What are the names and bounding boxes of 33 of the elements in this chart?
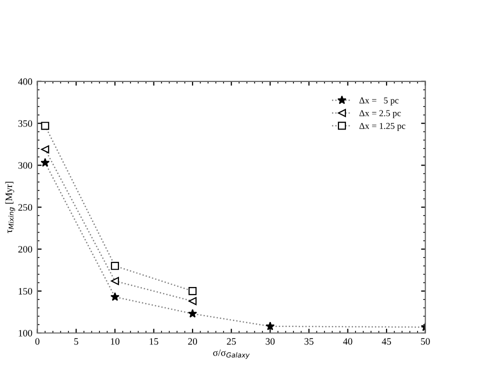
x-tick-label: 0 [35,338,40,345]
y-tick-label: 400 [18,78,32,85]
point [41,145,50,154]
point [110,262,119,270]
point [188,308,198,318]
x-tick-label: 15 [150,338,158,345]
point [110,276,119,286]
x-tick-label: 5 [74,338,78,345]
x-tick-label: 35 [304,338,314,345]
y-tick-label: 100 [18,330,32,336]
y-axis-title: τ$_{Mixing}$ [Myr] [5,182,16,234]
y-tick-label: 350 [18,120,32,127]
point [188,287,197,296]
x-tick-label: 10 [110,338,120,345]
x-tick-label: 40 [343,338,352,345]
point [188,297,197,306]
legend-label: Δx = 2.5 pc [359,110,401,118]
point [266,322,275,330]
y-tick-label: 200 [18,246,32,253]
y-tick-label: 150 [18,288,32,295]
legend-label: Δx = 1.25 pc [359,122,406,131]
legend-label: Δx = 5 pc [359,97,399,106]
point [110,292,120,301]
x-tick-label: 45 [382,338,392,345]
x-tick-label: 50 [421,338,430,345]
y-tick-label: 250 [18,204,32,211]
x-tick-label: 25 [226,338,236,345]
y-tick-label: 300 [18,162,32,169]
x-tick-label: 20 [188,338,198,345]
x-tick-label: 30 [266,338,275,345]
x-axis-title: σ/σ$_{Galaxy}$ [213,349,250,359]
point [41,122,50,130]
point [40,158,50,167]
